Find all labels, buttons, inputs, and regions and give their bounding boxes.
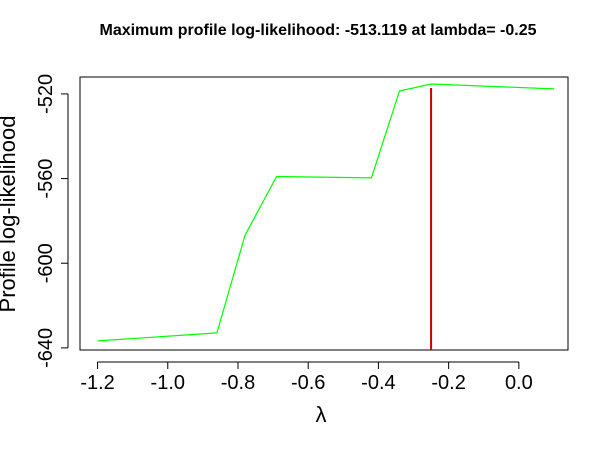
x-tick-label: -0.8 bbox=[221, 372, 255, 394]
series-line-0 bbox=[97, 83, 555, 342]
chart-title: Maximum profile log-likelihood: -513.119… bbox=[99, 22, 536, 39]
y-axis: -520 -560 -600 -640 bbox=[35, 74, 69, 368]
plot-frame bbox=[79, 76, 569, 351]
x-tick-label: -1.0 bbox=[151, 372, 185, 394]
x-tick-label: -0.6 bbox=[291, 372, 325, 394]
plot-area bbox=[97, 83, 555, 350]
x-tick-label: -0.2 bbox=[431, 372, 465, 394]
x-tick-label: 0.0 bbox=[505, 372, 533, 394]
x-tick-label: -1.2 bbox=[80, 372, 114, 394]
x-tick-label: -0.4 bbox=[361, 372, 395, 394]
y-tick-label: -640 bbox=[35, 328, 57, 368]
y-tick-label: -520 bbox=[35, 74, 57, 114]
x-axis: -1.2 -1.0 -0.8 -0.6 -0.4 -0.2 0.0 bbox=[80, 361, 533, 394]
x-axis-label: λ bbox=[316, 402, 327, 427]
y-axis-label: Profile log-likelihood bbox=[0, 116, 20, 313]
y-tick-label: -600 bbox=[35, 243, 57, 283]
y-tick-label: -560 bbox=[35, 159, 57, 199]
